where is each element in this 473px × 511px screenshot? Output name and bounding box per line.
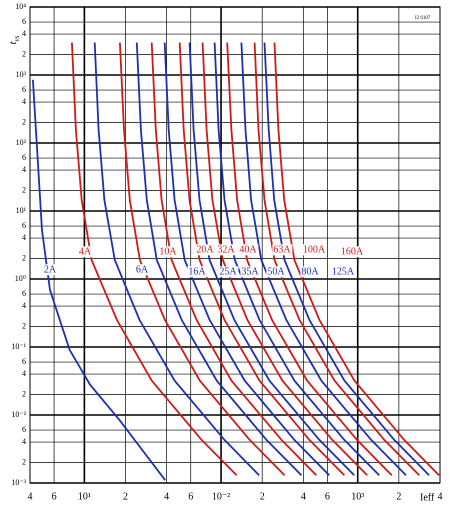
series-label: 80A xyxy=(301,266,319,277)
fuse-curve xyxy=(163,42,330,476)
series-label: 20A xyxy=(196,244,214,255)
y-tick-label: 6 xyxy=(22,153,26,162)
series-label-bg xyxy=(77,246,93,258)
y-tick-label: 2 xyxy=(22,389,26,398)
y-tick-label: 10⁻¹ xyxy=(11,342,26,351)
y-tick-label: 6 xyxy=(22,221,26,230)
y-tick-label: 2 xyxy=(22,117,26,126)
y-tick-label: 10⁰ xyxy=(15,274,26,283)
x-tick-label: 10³ xyxy=(351,491,364,502)
x-axis-label: Ieff xyxy=(420,492,435,503)
x-tick-label: 4 xyxy=(28,491,33,502)
y-tick-label: 4 xyxy=(22,29,26,38)
series-label: 50A xyxy=(267,266,285,277)
series-label-bg xyxy=(134,264,150,276)
y-tick-label: 2 xyxy=(22,185,26,194)
fuse-curve xyxy=(178,42,345,476)
fuse-curve xyxy=(135,42,303,476)
y-tick-label: 6 xyxy=(22,85,26,94)
series-label: 32A xyxy=(217,244,235,255)
fuse-curve xyxy=(119,42,286,476)
y-axis-label-main: t xyxy=(8,41,19,44)
fuse-curve xyxy=(240,42,407,476)
fuse-curve xyxy=(263,42,430,476)
series-label: 2A xyxy=(44,264,57,275)
series-label: 35A xyxy=(241,266,259,277)
series-label: 16A xyxy=(188,266,206,277)
y-tick-label: 6 xyxy=(22,17,26,26)
y-axis-label: tvs xyxy=(8,35,20,44)
plot-frame xyxy=(29,6,441,484)
y-tick-label: 10⁻² xyxy=(11,410,26,419)
fuse-curve xyxy=(93,42,260,476)
series-label-bg xyxy=(218,266,239,278)
y-tick-label: 10³ xyxy=(16,70,27,79)
fuse-curve xyxy=(201,42,368,476)
series-label-bg xyxy=(238,244,259,256)
series-label-bg xyxy=(240,266,261,278)
y-tick-label: 2 xyxy=(22,253,26,262)
series-label: 160A xyxy=(341,246,364,257)
x-tick-label: 4 xyxy=(438,491,443,502)
fuse-curve xyxy=(150,42,317,476)
y-tick-label: 4 xyxy=(22,369,26,378)
fuse-curve xyxy=(226,42,393,476)
y-tick-label: 2 xyxy=(22,321,26,330)
y-tick-label: 4 xyxy=(22,233,26,242)
series-label-bg xyxy=(187,266,208,278)
fuse-curve xyxy=(273,42,440,476)
series-label: 6A xyxy=(136,264,149,275)
y-tick-label: 10⁴ xyxy=(15,2,26,11)
y-tick-label: 6 xyxy=(22,357,26,366)
y-tick-label: 4 xyxy=(22,301,26,310)
series-label-bg xyxy=(272,244,293,256)
y-tick-label: 6 xyxy=(22,425,26,434)
series-label-bg xyxy=(339,246,365,258)
fuse-curve xyxy=(32,79,166,481)
series-label-bg xyxy=(301,244,327,256)
series-label: 100A xyxy=(303,244,326,255)
x-tick-label: 2 xyxy=(123,491,128,502)
series-label-bg xyxy=(158,246,179,258)
series-label: 25A xyxy=(219,266,237,277)
series-label: 4A xyxy=(79,246,92,257)
series-label: 125A xyxy=(332,266,355,277)
y-tick-label: 2 xyxy=(22,49,26,58)
y-axis-label-sub: vs xyxy=(13,35,21,41)
y-tick-label: 10¹ xyxy=(16,206,27,215)
fuse-curve xyxy=(213,42,380,476)
y-tick-label: 4 xyxy=(22,165,26,174)
series-label: 10A xyxy=(159,246,177,257)
series-label-bg xyxy=(42,264,58,276)
x-tick-label: 6 xyxy=(52,491,57,502)
x-tick-label: 10⁻² xyxy=(212,491,230,502)
series-label-bg xyxy=(266,266,287,278)
y-tick-label: 4 xyxy=(22,437,26,446)
series-label-bg xyxy=(330,266,356,278)
code-label: I2 6107 xyxy=(415,16,431,21)
series-label-bg xyxy=(216,244,237,256)
y-tick-label: 2 xyxy=(22,457,26,466)
series-label-bg xyxy=(300,266,321,278)
x-tick-label: 4 xyxy=(301,491,306,502)
y-tick-label: 6 xyxy=(22,289,26,298)
series-label-bg xyxy=(195,244,216,256)
x-tick-label: 4 xyxy=(164,491,169,502)
x-tick-label: 2 xyxy=(396,491,401,502)
fuse-curve xyxy=(253,42,420,476)
series-label: 63A xyxy=(273,244,291,255)
x-tick-label: 6 xyxy=(188,491,193,502)
y-tick-label: 4 xyxy=(22,97,26,106)
x-tick-label: 2 xyxy=(260,491,265,502)
y-tick-label: 10⁻³ xyxy=(11,478,26,487)
x-tick-label: 10¹ xyxy=(78,491,91,502)
fuse-curve xyxy=(188,42,355,476)
y-tick-label: 10² xyxy=(16,138,27,147)
fuse-curve xyxy=(71,42,238,476)
x-tick-label: 6 xyxy=(325,491,330,502)
series-label: 40A xyxy=(239,244,257,255)
